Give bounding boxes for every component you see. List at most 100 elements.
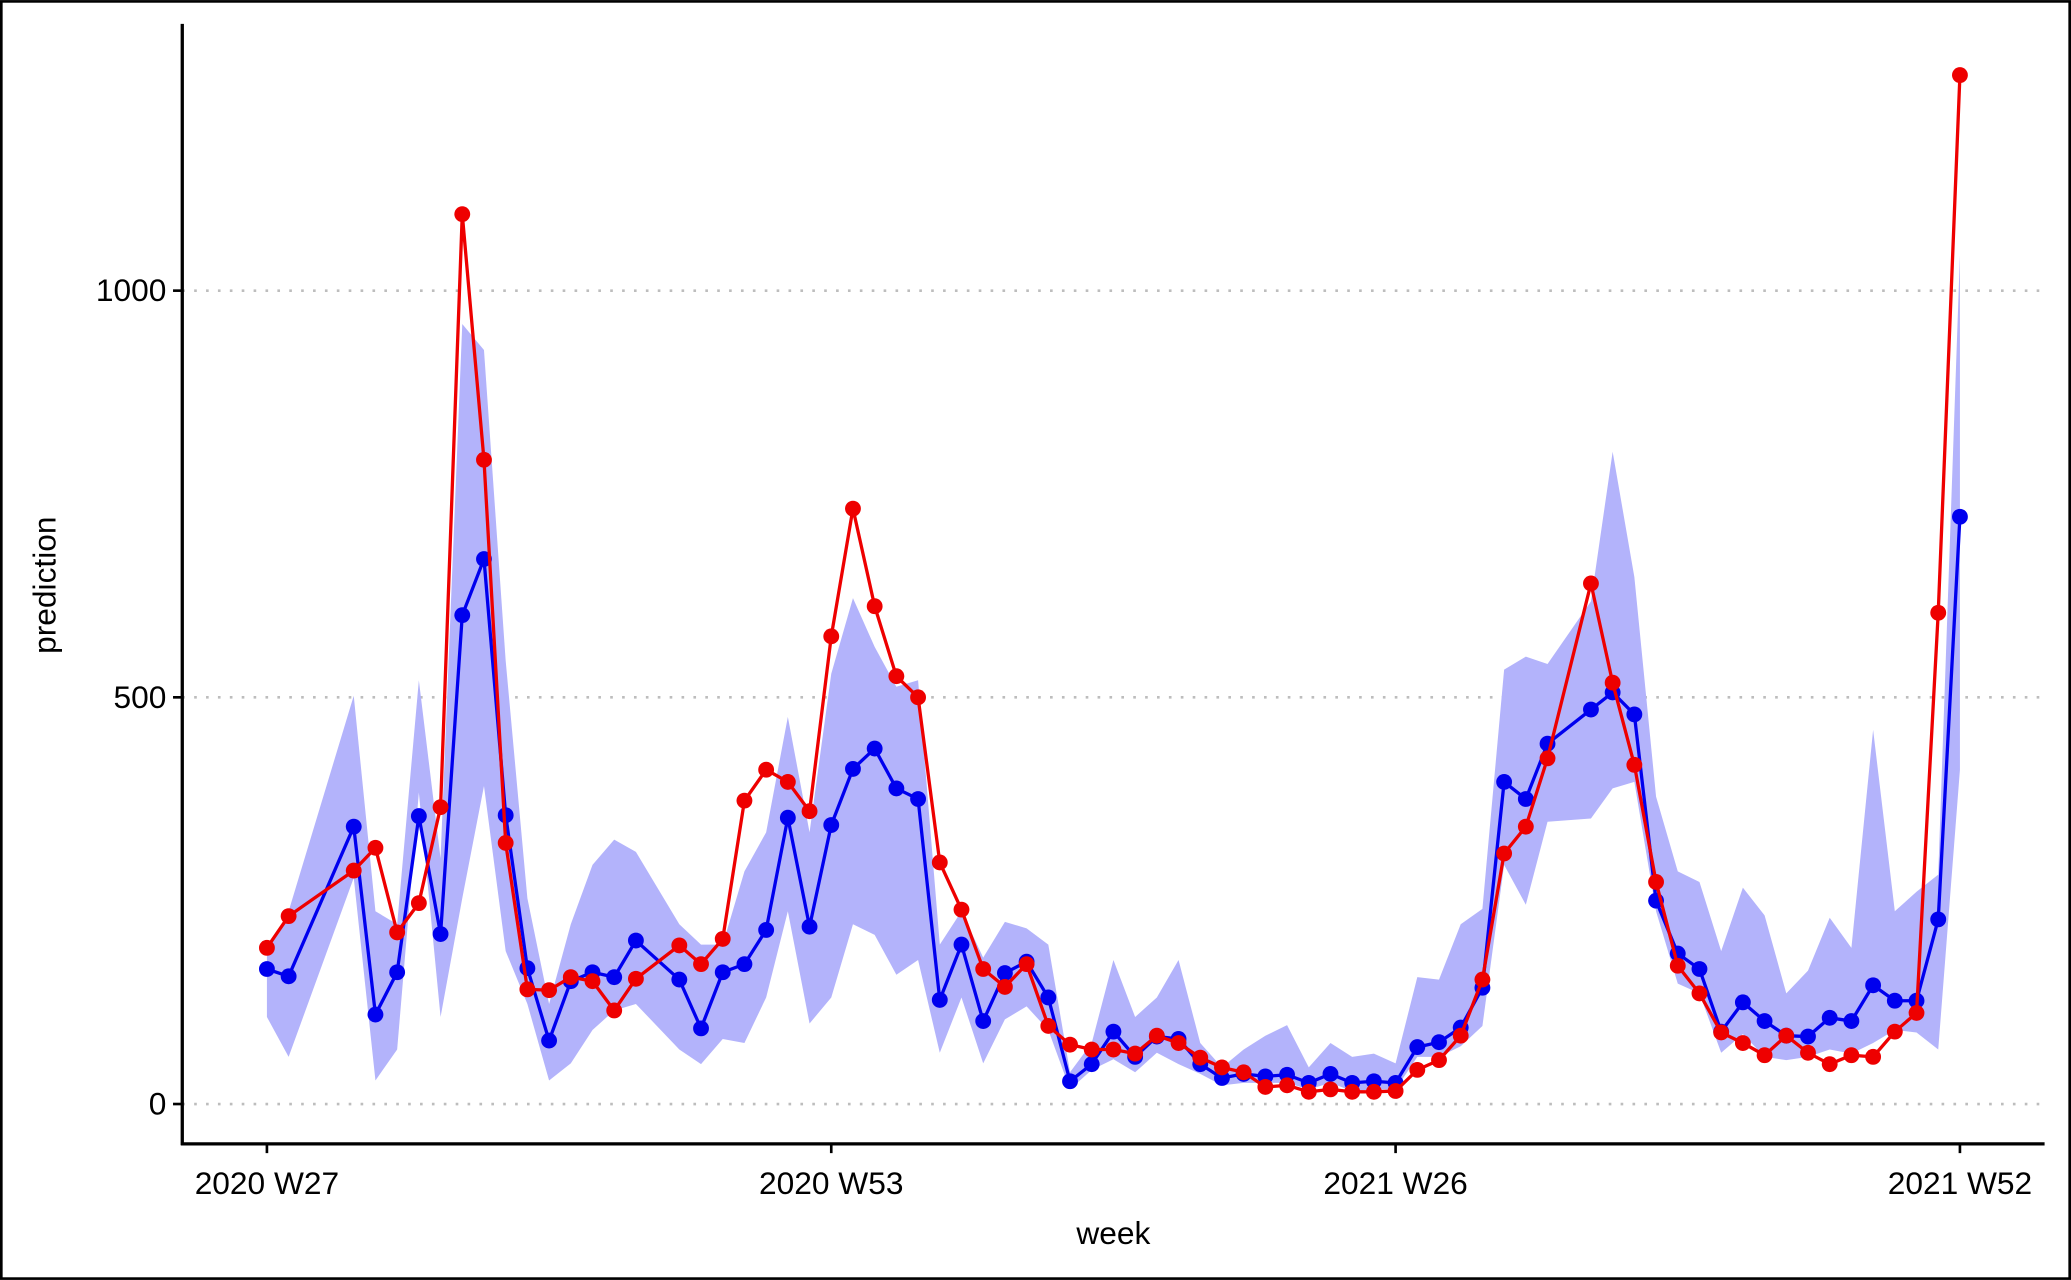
point: [1865, 1048, 1882, 1065]
point: [1886, 1023, 1903, 1040]
point: [454, 607, 471, 624]
point: [1148, 1027, 1165, 1044]
point: [627, 932, 644, 949]
x-tick-label: 2020 W27: [195, 1165, 339, 1201]
point: [779, 774, 796, 790]
point: [432, 799, 449, 816]
point: [1583, 701, 1599, 718]
point: [1843, 1013, 1860, 1029]
point: [671, 937, 688, 954]
point: [1365, 1083, 1382, 1100]
point: [454, 206, 471, 223]
point: [779, 809, 796, 826]
point: [258, 961, 275, 977]
point: [1496, 774, 1513, 790]
point: [1452, 1027, 1469, 1044]
point: [1626, 706, 1643, 723]
point: [1669, 957, 1686, 974]
point: [801, 918, 818, 935]
point: [931, 991, 948, 1008]
point: [1431, 1034, 1447, 1051]
point: [476, 451, 492, 468]
point: [823, 817, 840, 833]
point: [1257, 1079, 1274, 1095]
point: [1691, 985, 1708, 1002]
band: [266, 254, 1960, 1092]
point: [866, 740, 883, 757]
point: [345, 862, 362, 879]
point: [606, 1002, 623, 1019]
point: [1040, 1018, 1057, 1034]
point: [823, 628, 840, 645]
point: [606, 969, 623, 986]
x-axis-title: week: [1075, 1215, 1150, 1251]
point: [1952, 67, 1968, 84]
point: [1474, 971, 1491, 988]
point: [1821, 1009, 1838, 1026]
point: [1713, 1024, 1730, 1041]
point: [1734, 994, 1751, 1011]
point: [1517, 791, 1534, 807]
x-tick-label: 2021 W26: [1323, 1165, 1467, 1201]
point: [1322, 1081, 1339, 1098]
point: [1083, 1041, 1100, 1058]
point: [1105, 1023, 1122, 1040]
point: [1235, 1064, 1252, 1081]
point: [1843, 1047, 1860, 1064]
point: [845, 760, 861, 777]
point: [953, 936, 970, 953]
x-tick-label: 2020 W53: [759, 1165, 903, 1201]
point: [1821, 1056, 1838, 1073]
point: [953, 901, 970, 918]
point: [975, 961, 992, 977]
point: [1691, 961, 1708, 977]
point: [975, 1013, 992, 1029]
point: [1387, 1083, 1404, 1099]
point: [541, 982, 558, 999]
point: [1496, 845, 1513, 862]
point: [1952, 508, 1968, 525]
point: [519, 981, 536, 998]
point: [280, 908, 297, 925]
point: [1127, 1045, 1144, 1062]
point: [736, 956, 753, 973]
point: [367, 1006, 384, 1023]
point: [410, 808, 427, 825]
y-tick-label: 0: [149, 1086, 167, 1122]
point: [562, 969, 579, 986]
point: [910, 791, 927, 807]
point: [1648, 874, 1664, 890]
point: [1908, 1005, 1925, 1021]
point: [1083, 1056, 1100, 1073]
y-tick-label: 1000: [96, 272, 167, 308]
point: [1800, 1028, 1816, 1045]
point: [258, 939, 275, 956]
point: [671, 971, 688, 988]
point: [1062, 1073, 1078, 1090]
point: [1170, 1035, 1187, 1051]
point: [1517, 818, 1534, 835]
point: [1409, 1039, 1426, 1056]
point: [1930, 911, 1947, 928]
point: [1865, 977, 1882, 994]
point: [541, 1032, 558, 1049]
point: [1279, 1077, 1295, 1094]
point: [714, 964, 731, 981]
point: [389, 924, 406, 941]
point: [888, 780, 905, 797]
point: [714, 930, 731, 947]
point: [1040, 989, 1057, 1006]
point: [996, 965, 1013, 981]
point: [1756, 1047, 1773, 1064]
point: [367, 839, 384, 856]
point: [1583, 575, 1599, 592]
point: [1018, 956, 1035, 973]
point: [1062, 1036, 1078, 1053]
y-axis-title: prediction: [26, 516, 62, 653]
point: [758, 761, 775, 778]
point: [1192, 1049, 1209, 1066]
point: [693, 956, 709, 973]
point: [1105, 1041, 1122, 1058]
